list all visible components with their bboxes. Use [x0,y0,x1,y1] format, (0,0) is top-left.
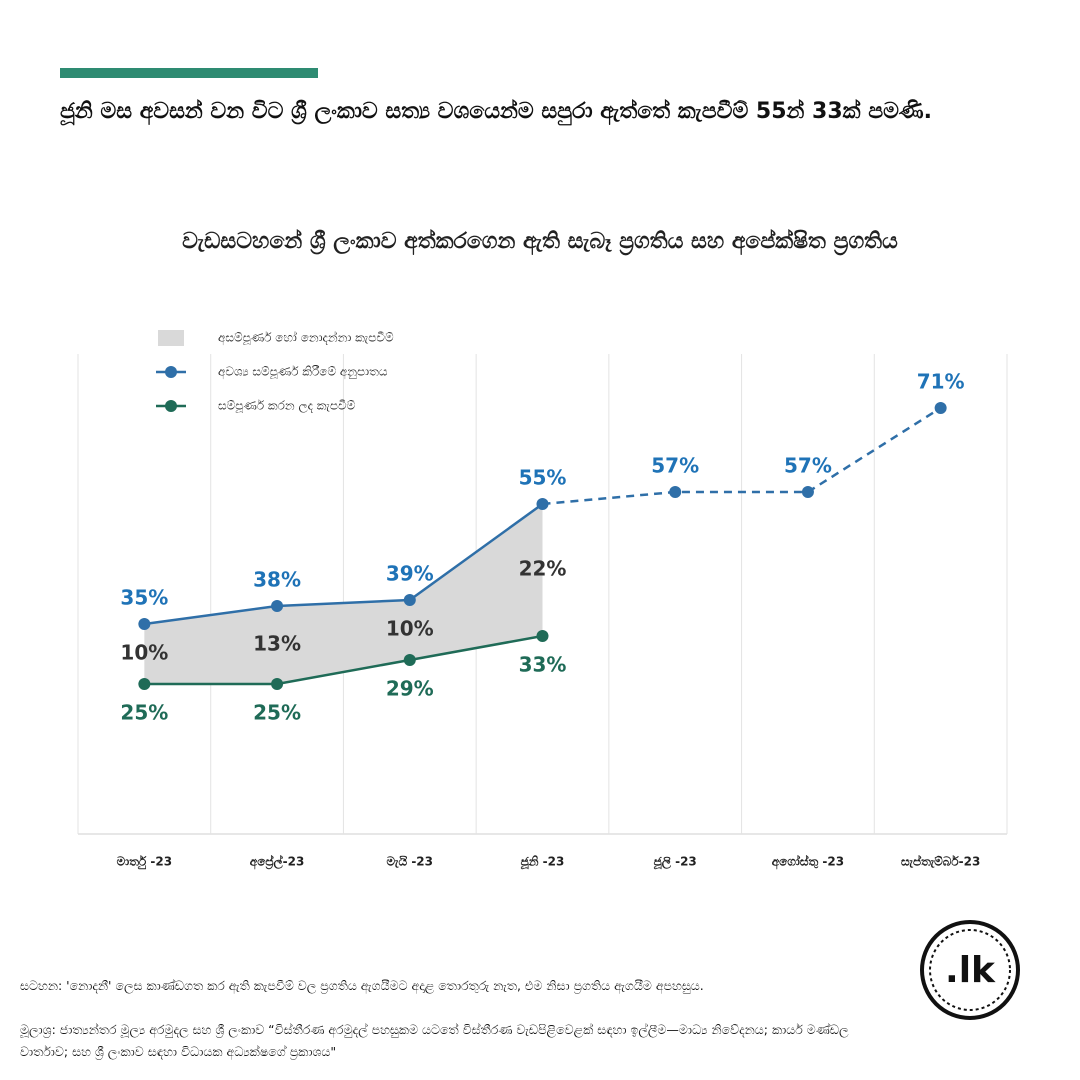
legend-label: අසම්පූර්ණ හෝ නොදන්නා කැපවීම් [218,330,394,345]
x-tick-label: අප්‍රේල්-23 [250,854,305,870]
line [542,406,942,506]
point [271,600,284,612]
value-label: 57% [784,454,832,478]
gap-label: 22% [519,557,567,581]
x-tick-label: මැයි -23 [387,854,433,868]
gap-area [144,504,543,684]
legend-label: සම්පූර්ණ කරන ලද කැපවීම් [218,399,356,414]
gap-label: 10% [386,617,434,641]
value-label: 33% [519,653,567,677]
line [144,634,543,686]
x-tick-label: අගෝස්තු -23 [772,854,844,869]
point [934,402,947,414]
legend-label: අවශ්‍ය සම්පූර්ණ කිරීමේ අනුපාතය [218,365,388,380]
line [144,502,544,626]
logo-inner [929,929,1011,1011]
value-label: 39% [386,562,434,586]
value-label: 55% [519,466,567,490]
point [669,486,682,498]
note: සටහන: 'නොදනී' ලෙස කාණ්ඩගත කර ඇති කැපවීම්… [20,978,704,993]
legend-dot [165,366,177,378]
value-label: 57% [651,454,699,478]
legend-swatch [158,330,184,346]
point [536,498,549,510]
point [138,678,151,690]
logo: .lk [920,920,1020,1020]
point [271,678,284,690]
gap-label: 13% [253,632,301,656]
legend-dot [165,400,177,412]
x-tick-label: මාර්තු -23 [117,855,172,870]
x-tick-label: ජූනි -23 [521,855,565,871]
value-label: 25% [253,701,301,725]
accent-bar [60,68,318,78]
logo-text: .lk [945,950,996,991]
point [403,594,416,606]
value-label: 71% [917,370,965,394]
header: ජූනි මස අවසන් වන විට ශ්‍රී ලංකාව සත්‍ය ව… [60,99,932,124]
gap-label: 10% [120,641,168,665]
chart-title: වැඩසටහනේ ශ්‍රී ලංකාව අත්කරගෙන ඇති සැබෑ ප… [182,229,898,254]
point [801,486,814,498]
value-label: 25% [120,701,168,725]
point [536,630,549,642]
logo-ring [920,920,1020,1020]
value-label: 29% [386,677,434,701]
value-label: 38% [253,568,301,592]
point [138,618,151,630]
x-tick-label: ජූලි -23 [654,855,697,871]
point [403,654,416,666]
value-label: 35% [120,586,168,610]
x-tick-label: සැප්තැම්බර්-23 [901,854,980,868]
source: මූලාශ්‍ර: ජාත්‍යන්තර මූල්‍ය අරමුදල සහ ශ්… [20,1022,849,1059]
